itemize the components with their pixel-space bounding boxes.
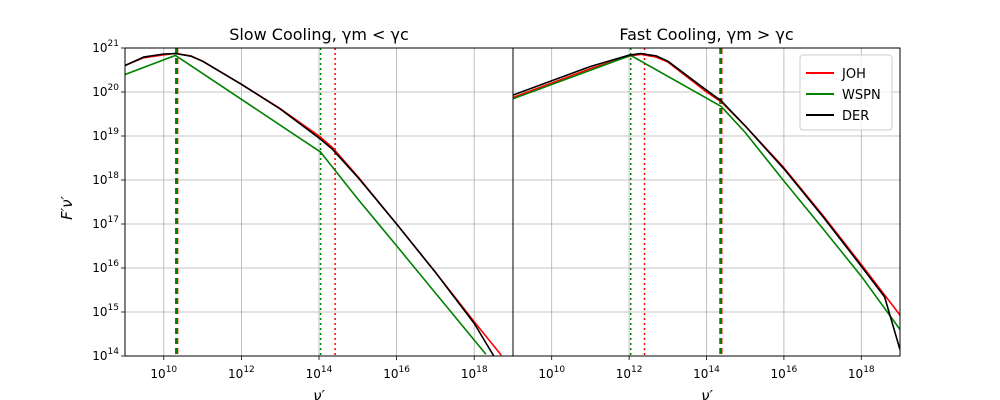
marker-lines: [629, 48, 723, 356]
series-group: [125, 52, 502, 356]
series-line-der: [125, 52, 495, 356]
series-line-der: [513, 52, 900, 350]
x-tick-label: 1016: [383, 365, 410, 381]
panel-title: Fast Cooling, γm > γc: [619, 25, 793, 44]
y-tick-label: 1021: [92, 39, 119, 55]
y-tick-label: 1016: [92, 259, 119, 275]
x-tick-label: 1014: [693, 365, 720, 381]
series-line-joh: [125, 52, 502, 356]
x-tick-label: 1016: [771, 365, 798, 381]
panel-title: Slow Cooling, γm < γc: [229, 25, 409, 44]
series-line-joh: [513, 53, 900, 316]
x-tick-label: 1014: [306, 365, 333, 381]
y-tick-label: 1014: [92, 347, 119, 363]
x-axis-label-left: ν′: [313, 387, 325, 400]
right-panel: 1010 1012 1014 1016 1018 Fast Cooling, γm > γ…: [512, 25, 901, 381]
series-line-wspn: [513, 54, 900, 330]
left-panel: 1010 1012 1014 1016 1018 1014 1015 1016 1017 1018…: [92, 25, 514, 381]
plot-frame: [512, 47, 901, 357]
x-tick-label: 1018: [461, 365, 488, 381]
series-group: [513, 52, 900, 350]
x-tick-label: 1010: [150, 365, 177, 381]
legend: JOH WSPN DER: [799, 54, 893, 131]
x-axis-label-right: ν′: [701, 387, 713, 400]
x-tick-label: 1012: [616, 365, 643, 381]
x-tick-label: 1012: [228, 365, 255, 381]
y-tick-label: 1018: [92, 171, 119, 187]
legend-label-der: DER: [842, 109, 869, 124]
legend-label-joh: JOH: [841, 67, 866, 82]
y-tick-label: 1019: [92, 127, 119, 143]
y-tick-label: 1020: [92, 83, 119, 99]
grid-lines: [125, 47, 513, 357]
series-line-wspn: [125, 54, 487, 355]
x-tick-label: 1018: [848, 365, 875, 381]
legend-label-wspn: WSPN: [842, 88, 881, 103]
y-axis-label: F′ν′: [58, 196, 76, 220]
marker-lines: [175, 48, 336, 356]
grid-lines: [513, 47, 900, 357]
y-tick-label: 1017: [92, 215, 119, 231]
y-tick-label: 1015: [92, 303, 119, 319]
x-tick-label: 1010: [538, 365, 565, 381]
